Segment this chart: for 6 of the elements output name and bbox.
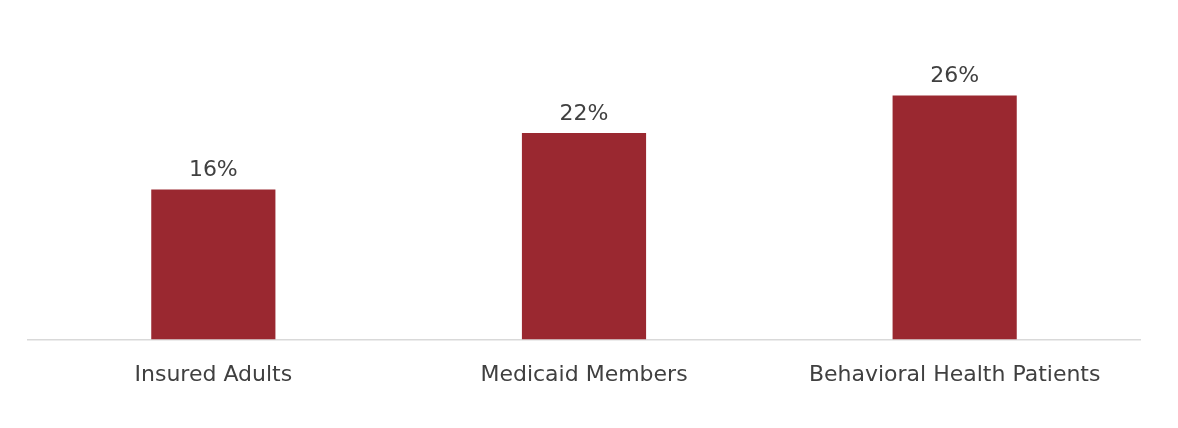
data-label: 16% [188, 156, 238, 182]
x-tick-label: Behavioral Health Patients [808, 360, 1101, 386]
data-label: 22% [559, 99, 609, 125]
x-tick-label: Medicaid Members [480, 360, 688, 386]
data-label: 26% [930, 62, 980, 88]
x-tick-label: Insured Adults [134, 360, 293, 386]
